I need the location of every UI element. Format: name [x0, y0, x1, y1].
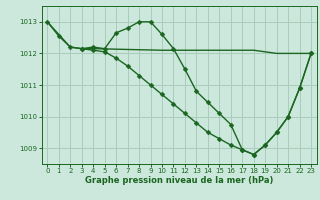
- X-axis label: Graphe pression niveau de la mer (hPa): Graphe pression niveau de la mer (hPa): [85, 176, 273, 185]
